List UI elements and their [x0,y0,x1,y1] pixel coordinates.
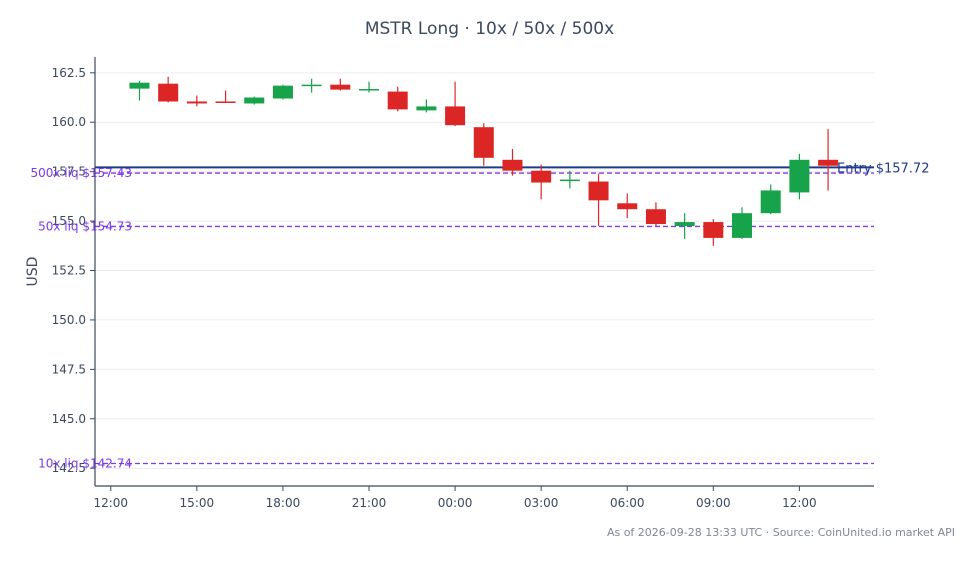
x-tick-label: 06:00 [610,496,645,510]
x-tick-label: 21:00 [352,496,387,510]
liquidation-line-label: 10x liq $142.74 [38,456,132,470]
candle-body [158,83,179,102]
candle-body [588,181,609,201]
candle-body [789,159,810,193]
candle-body [502,159,523,171]
candle-body [531,170,552,183]
chart-title: MSTR Long · 10x / 50x / 500x [364,19,615,39]
entry-line-label: Entry $157.72 [837,161,929,176]
candle-body [359,89,380,91]
y-tick-label: 157.5 [52,165,86,179]
y-tick-label: 162.5 [52,66,86,80]
candle-body [818,159,839,166]
x-tick-label: 12:00 [782,496,817,510]
y-tick-label: 145.0 [52,412,86,426]
candle-body [674,222,695,227]
y-tick-label: 150.0 [52,313,86,327]
x-tick-label: 00:00 [438,496,473,510]
candle-body [559,179,580,182]
candle-body [387,91,408,110]
candle-body [301,84,322,87]
liquidation-line-label: 500x liq $157.43 [30,166,132,180]
y-tick-label: 142.5 [52,461,86,475]
candle-body [215,101,236,103]
x-tick-label: 18:00 [266,496,301,510]
candle-body [645,209,666,225]
candle-body [129,82,150,89]
y-tick-label: 147.5 [52,362,86,376]
candle-body [760,190,781,214]
x-tick-label: 12:00 [93,496,128,510]
y-axis-label: USD [25,257,41,287]
x-tick-label: 09:00 [696,496,731,510]
candle-body [703,222,724,238]
x-tick-label: 03:00 [524,496,559,510]
candle-body [617,203,638,210]
candle-body [445,106,466,126]
liquidation-line-label: 50x liq $154.73 [38,219,132,233]
candle-body [272,85,293,99]
candle-body [473,127,494,158]
x-tick-label: 15:00 [180,496,215,510]
source-footer: As of 2026-09-28 13:33 UTC · Source: Coi… [606,526,955,539]
y-tick-label: 155.0 [52,214,86,228]
y-tick-label: 152.5 [52,264,86,278]
candle-body [330,84,351,90]
y-tick-label: 160.0 [52,115,86,129]
candle-body [244,97,265,104]
candle-body [732,213,753,238]
candle-body [186,101,207,104]
candle-body [416,106,437,111]
